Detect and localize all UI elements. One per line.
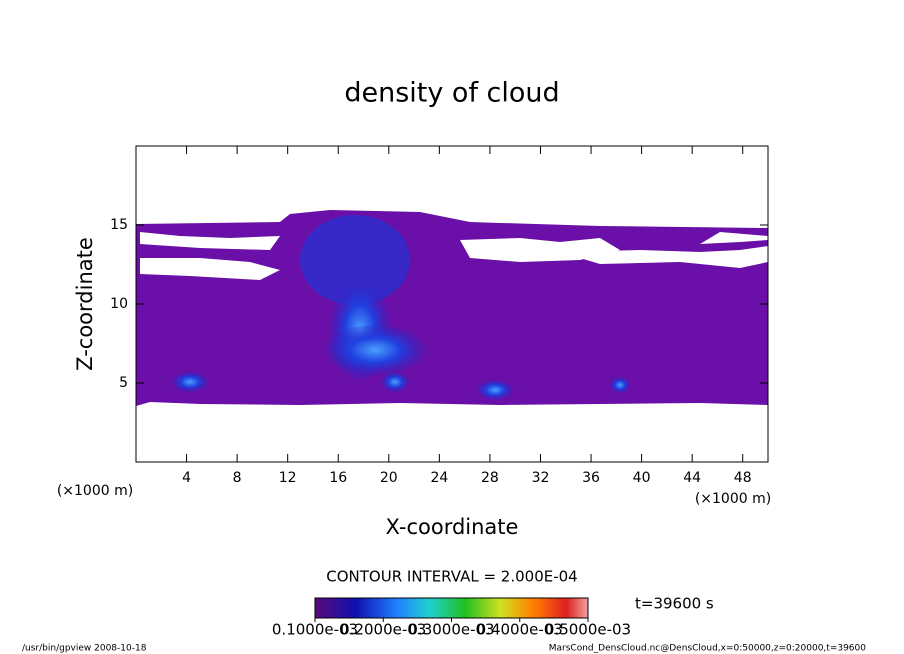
x-tick-label: 20 bbox=[380, 470, 398, 486]
x-tick-label: 48 bbox=[734, 470, 752, 486]
x-tick-label: 16 bbox=[329, 470, 347, 486]
x-tick-label: 44 bbox=[683, 470, 701, 486]
colorbar-tick-label: 0.4000e-03 bbox=[477, 621, 563, 639]
contour-field bbox=[136, 210, 768, 406]
x-unit: (×1000 m) bbox=[695, 491, 771, 507]
colorbar-tick-label: 0.1000e-03 bbox=[272, 621, 358, 639]
x-tick-label: 8 bbox=[233, 470, 242, 486]
x-tick-label: 36 bbox=[582, 470, 600, 486]
x-tick-label: 12 bbox=[279, 470, 297, 486]
x-tick-label: 28 bbox=[481, 470, 499, 486]
y-tick-label: 15 bbox=[110, 217, 128, 233]
chart-title: density of cloud bbox=[344, 78, 559, 109]
contour-interval: CONTOUR INTERVAL = 2.000E-04 bbox=[326, 568, 577, 586]
colorbar-tick-label: 0.2000e-03 bbox=[340, 621, 426, 639]
colorbar bbox=[314, 597, 589, 619]
x-tick-label: 32 bbox=[532, 470, 550, 486]
x-tick-label: 4 bbox=[182, 470, 191, 486]
y-tick-label: 5 bbox=[119, 375, 128, 391]
y-axis-label: Z-coordinate bbox=[73, 237, 97, 371]
x-tick-label: 24 bbox=[430, 470, 448, 486]
footer-left: /usr/bin/gpview 2008-10-18 bbox=[22, 644, 147, 654]
footer-right: MarsCond_DensCloud.nc@DensCloud,x=0:5000… bbox=[549, 644, 866, 654]
colorbar-tick-label: 0.3000e-03 bbox=[408, 621, 494, 639]
x-tick-label: 40 bbox=[633, 470, 651, 486]
y-unit: (×1000 m) bbox=[57, 483, 133, 499]
x-axis-label: X-coordinate bbox=[386, 515, 519, 539]
y-tick-label: 10 bbox=[110, 296, 128, 312]
time-label: t=39600 s bbox=[635, 595, 714, 613]
colorbar-tick-label: 0.5000e-03 bbox=[545, 621, 631, 639]
